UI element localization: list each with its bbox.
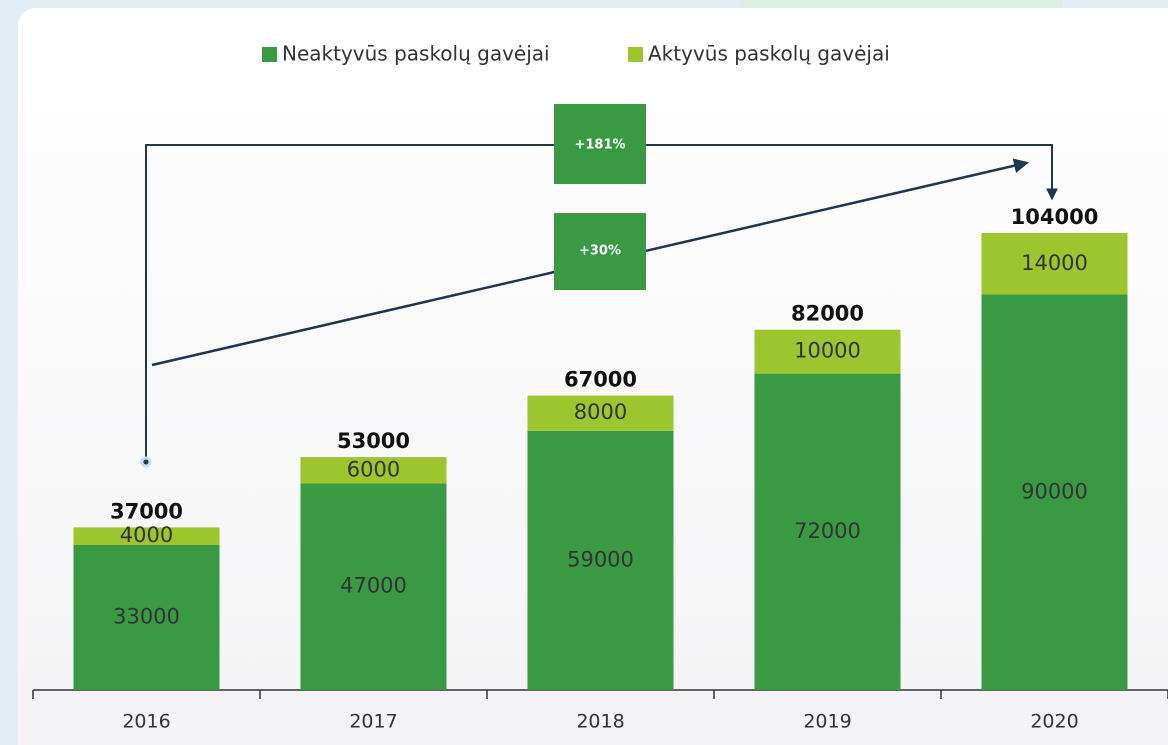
bar-segment	[981, 294, 1128, 690]
segment-label: 4000	[120, 523, 173, 547]
x-tick-label: 2017	[349, 711, 397, 733]
x-tick-label: 2019	[803, 711, 851, 733]
x-tick-label: 2016	[122, 711, 170, 733]
annotation-box	[554, 104, 646, 184]
bar-segment	[300, 457, 447, 484]
bar-segment	[527, 395, 674, 431]
total-label: 104000	[1011, 205, 1099, 229]
bar-segment	[754, 373, 901, 690]
segment-label: 59000	[567, 547, 634, 571]
dot	[140, 456, 152, 468]
segment-label: 33000	[113, 604, 180, 628]
total-label: 82000	[791, 302, 864, 326]
total-label: 53000	[337, 429, 410, 453]
bar-segment	[981, 233, 1128, 295]
legend-swatch	[628, 47, 643, 62]
segment-label: 47000	[340, 574, 407, 598]
legend-label: Neaktyvūs paskolų gavėjai	[282, 42, 550, 66]
annotations: +181% +30%	[140, 104, 1058, 468]
total-label: 37000	[110, 499, 183, 523]
annotation: +30%	[579, 244, 621, 259]
segment-label: 10000	[794, 339, 861, 363]
segment-label: 14000	[1021, 251, 1088, 275]
annotation: +181%	[574, 138, 625, 153]
segment-label: 8000	[574, 400, 627, 424]
segment-label: 6000	[347, 457, 400, 481]
segment-label: 72000	[794, 519, 861, 543]
bar-segment	[300, 483, 447, 690]
x-tick-label: 2018	[576, 711, 624, 733]
segment-label: 90000	[1021, 479, 1088, 503]
bar-segment	[73, 544, 220, 690]
x-tick-label: 2020	[1030, 711, 1078, 733]
total-label: 67000	[564, 368, 637, 392]
legend-label: Aktyvūs paskolų gavėjai	[648, 42, 890, 66]
annotation-box	[554, 213, 646, 290]
bar-segment	[73, 527, 220, 545]
bar-segment	[754, 329, 901, 374]
bar-segment	[527, 430, 674, 690]
legend-swatch	[262, 47, 277, 62]
